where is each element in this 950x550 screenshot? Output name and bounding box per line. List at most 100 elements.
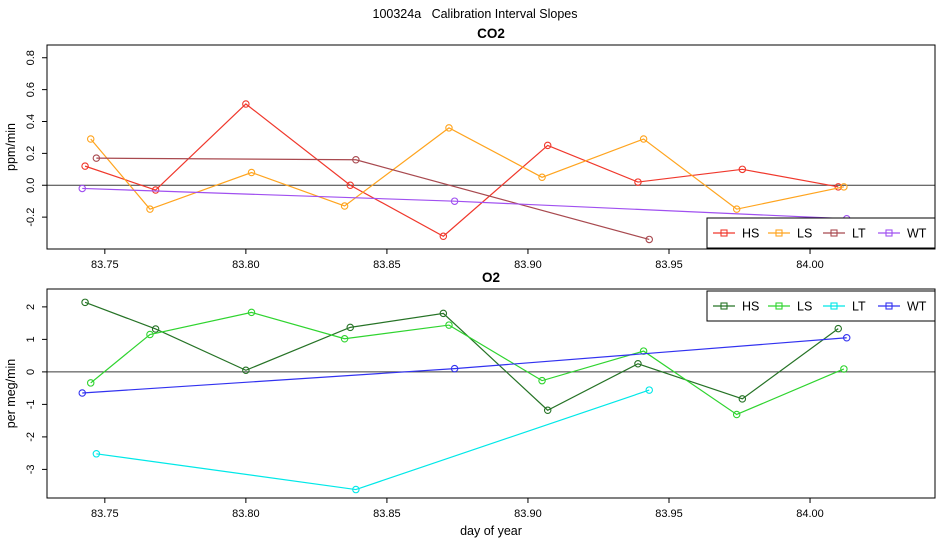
x-tick-label: 83.80	[232, 259, 260, 271]
data-point	[543, 406, 552, 414]
data-point	[732, 205, 741, 213]
data-point	[340, 202, 349, 210]
x-tick-label: 83.80	[232, 508, 260, 520]
series-line-hs	[84, 301, 839, 411]
data-point	[445, 321, 453, 329]
series-line-hs	[84, 103, 839, 237]
data-point	[247, 168, 256, 177]
co2-panel-title: CO2	[477, 26, 505, 41]
series-ls	[86, 308, 848, 419]
y-tick-label: 0.8	[25, 50, 37, 65]
x-tick-label: 83.95	[655, 259, 683, 271]
y-tick-label: -1	[25, 399, 37, 409]
data-point	[81, 162, 89, 170]
data-point	[352, 156, 360, 164]
data-point	[78, 389, 87, 397]
data-point	[151, 186, 160, 194]
legend-label-lt: LT	[852, 300, 866, 314]
x-axis-label: day of year	[460, 524, 522, 538]
data-point	[86, 379, 95, 387]
y-tick-label: 0.0	[25, 178, 37, 193]
legend-marker-square	[830, 229, 838, 237]
y-tick-label: 0.4	[25, 114, 37, 129]
series-line-wt	[82, 337, 847, 394]
x-tick-label: 83.85	[373, 259, 401, 271]
data-point	[439, 309, 448, 318]
series-hs	[81, 298, 842, 414]
y-tick-label: 0.6	[25, 82, 37, 97]
data-point	[346, 323, 354, 332]
plot-border	[46, 288, 936, 499]
x-tick-label: 83.85	[373, 508, 401, 520]
data-point	[146, 330, 154, 339]
data-point	[78, 184, 87, 193]
data-point	[840, 365, 848, 373]
legend: HS LS LT WT	[706, 217, 936, 249]
y-axis: -0.2 0.0 0.2 0.4 0.6 0.8 ppm/min	[4, 50, 47, 227]
series-ls	[86, 124, 848, 213]
legend-label-lt: LT	[852, 227, 866, 241]
legend-label-ls: LS	[797, 227, 812, 241]
y-tick-label: 0	[25, 369, 37, 375]
data-point	[81, 298, 89, 307]
legend-marker-square	[775, 229, 783, 237]
series-hs	[81, 100, 842, 241]
co2-panel: CO2 83.75 83.80 83.85 83.90 83.95 84.00 -0.2 0.0…	[4, 26, 936, 271]
series-line-wt	[82, 187, 847, 220]
x-tick-label: 83.95	[655, 508, 683, 520]
main-title: 100324a Calibration Interval Slopes	[372, 7, 578, 21]
series-wt	[78, 184, 851, 223]
data-point	[634, 360, 642, 368]
legend-label-hs: HS	[742, 227, 759, 241]
data-point	[538, 376, 546, 385]
y-tick-label: 1	[25, 336, 37, 342]
y-tick-label: -3	[25, 465, 37, 475]
x-tick-label: 83.75	[91, 508, 119, 520]
data-point	[645, 235, 653, 244]
series-line-ls	[90, 311, 845, 416]
data-point	[445, 124, 453, 132]
x-tick-label: 83.75	[91, 259, 119, 271]
legend-label-wt: WT	[907, 300, 927, 314]
data-point	[352, 485, 360, 494]
data-point	[346, 181, 354, 190]
series-wt	[78, 334, 851, 397]
data-point	[842, 334, 851, 342]
y-tick-label: -2	[25, 432, 37, 442]
plot-border	[46, 44, 936, 250]
data-point	[242, 366, 250, 375]
series-lt	[92, 154, 653, 244]
data-point	[732, 410, 741, 419]
data-point	[242, 100, 250, 108]
legend-label-ls: LS	[797, 300, 812, 314]
series-line-lt	[96, 157, 650, 241]
data-point	[151, 325, 160, 333]
data-point	[538, 173, 546, 182]
data-point	[639, 135, 648, 143]
data-point	[86, 135, 95, 143]
data-point	[146, 205, 154, 213]
x-axis: 83.75 83.80 83.85 83.90 83.95 84.00	[91, 249, 824, 271]
y-axis-label: ppm/min	[4, 123, 18, 171]
series-lt	[92, 386, 653, 494]
data-point	[840, 183, 848, 191]
x-tick-label: 83.90	[514, 508, 542, 520]
y-axis-label: per meg/min	[4, 359, 18, 429]
data-point	[645, 386, 653, 394]
y-tick-label: 2	[25, 304, 37, 310]
data-point	[834, 324, 842, 333]
legend-label-hs: HS	[742, 300, 759, 314]
x-tick-label: 83.90	[514, 259, 542, 271]
legend-marker-square	[720, 302, 728, 310]
legend: HS LS LT WT	[706, 290, 936, 322]
y-tick-label: 0.2	[25, 146, 37, 161]
legend-marker-square	[720, 229, 728, 237]
data-point	[450, 364, 459, 373]
legend-marker-square	[885, 302, 893, 310]
data-point	[92, 154, 101, 162]
legend-marker-square	[885, 229, 893, 237]
data-point	[92, 450, 101, 458]
y-tick-label: -0.2	[25, 208, 37, 227]
